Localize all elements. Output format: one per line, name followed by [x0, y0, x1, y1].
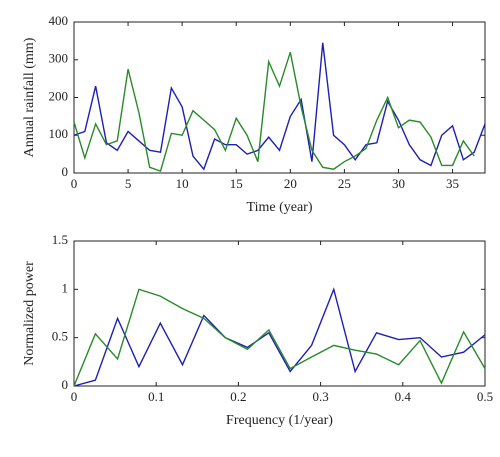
x-tick-label: 0.3: [312, 389, 328, 404]
y-axis-label: Annual rainfall (mm): [22, 37, 37, 157]
x-tick-label: 0: [71, 389, 78, 404]
y-tick-label: 1: [62, 280, 69, 295]
plot-frame: [73, 240, 486, 387]
x-tick-label: 0.1: [148, 389, 164, 404]
x-axis-label: Frequency (1/year): [226, 413, 333, 428]
y-tick-label: 300: [49, 51, 69, 66]
data-line: [73, 287, 486, 387]
x-tick-label: 15: [230, 176, 243, 191]
y-axis-label: Normalized power: [22, 261, 37, 366]
x-tick-label: 0: [71, 176, 78, 191]
x-tick-label: 20: [284, 176, 297, 191]
x-tick-label: 0.4: [395, 389, 412, 404]
y-tick-label: 200: [49, 88, 69, 103]
x-tick-label: 35: [446, 176, 459, 191]
y-tick-label: 0.5: [52, 329, 68, 344]
data-line: [73, 42, 486, 171]
x-tick-label: 10: [176, 176, 189, 191]
x-axis-label: Time (year): [247, 200, 313, 215]
x-tick-label: 25: [338, 176, 351, 191]
x-tick-label: 0.2: [230, 389, 246, 404]
y-tick-label: 100: [49, 126, 69, 141]
data-line: [73, 288, 486, 387]
y-tick-label: 0: [62, 377, 69, 392]
data-line: [73, 51, 475, 173]
x-tick-label: 0.5: [477, 389, 493, 404]
y-tick-label: 1.5: [52, 232, 68, 247]
x-tick-label: 30: [392, 176, 405, 191]
y-tick-label: 0: [62, 164, 69, 179]
x-tick-label: 5: [125, 176, 132, 191]
y-tick-label: 400: [49, 13, 69, 28]
